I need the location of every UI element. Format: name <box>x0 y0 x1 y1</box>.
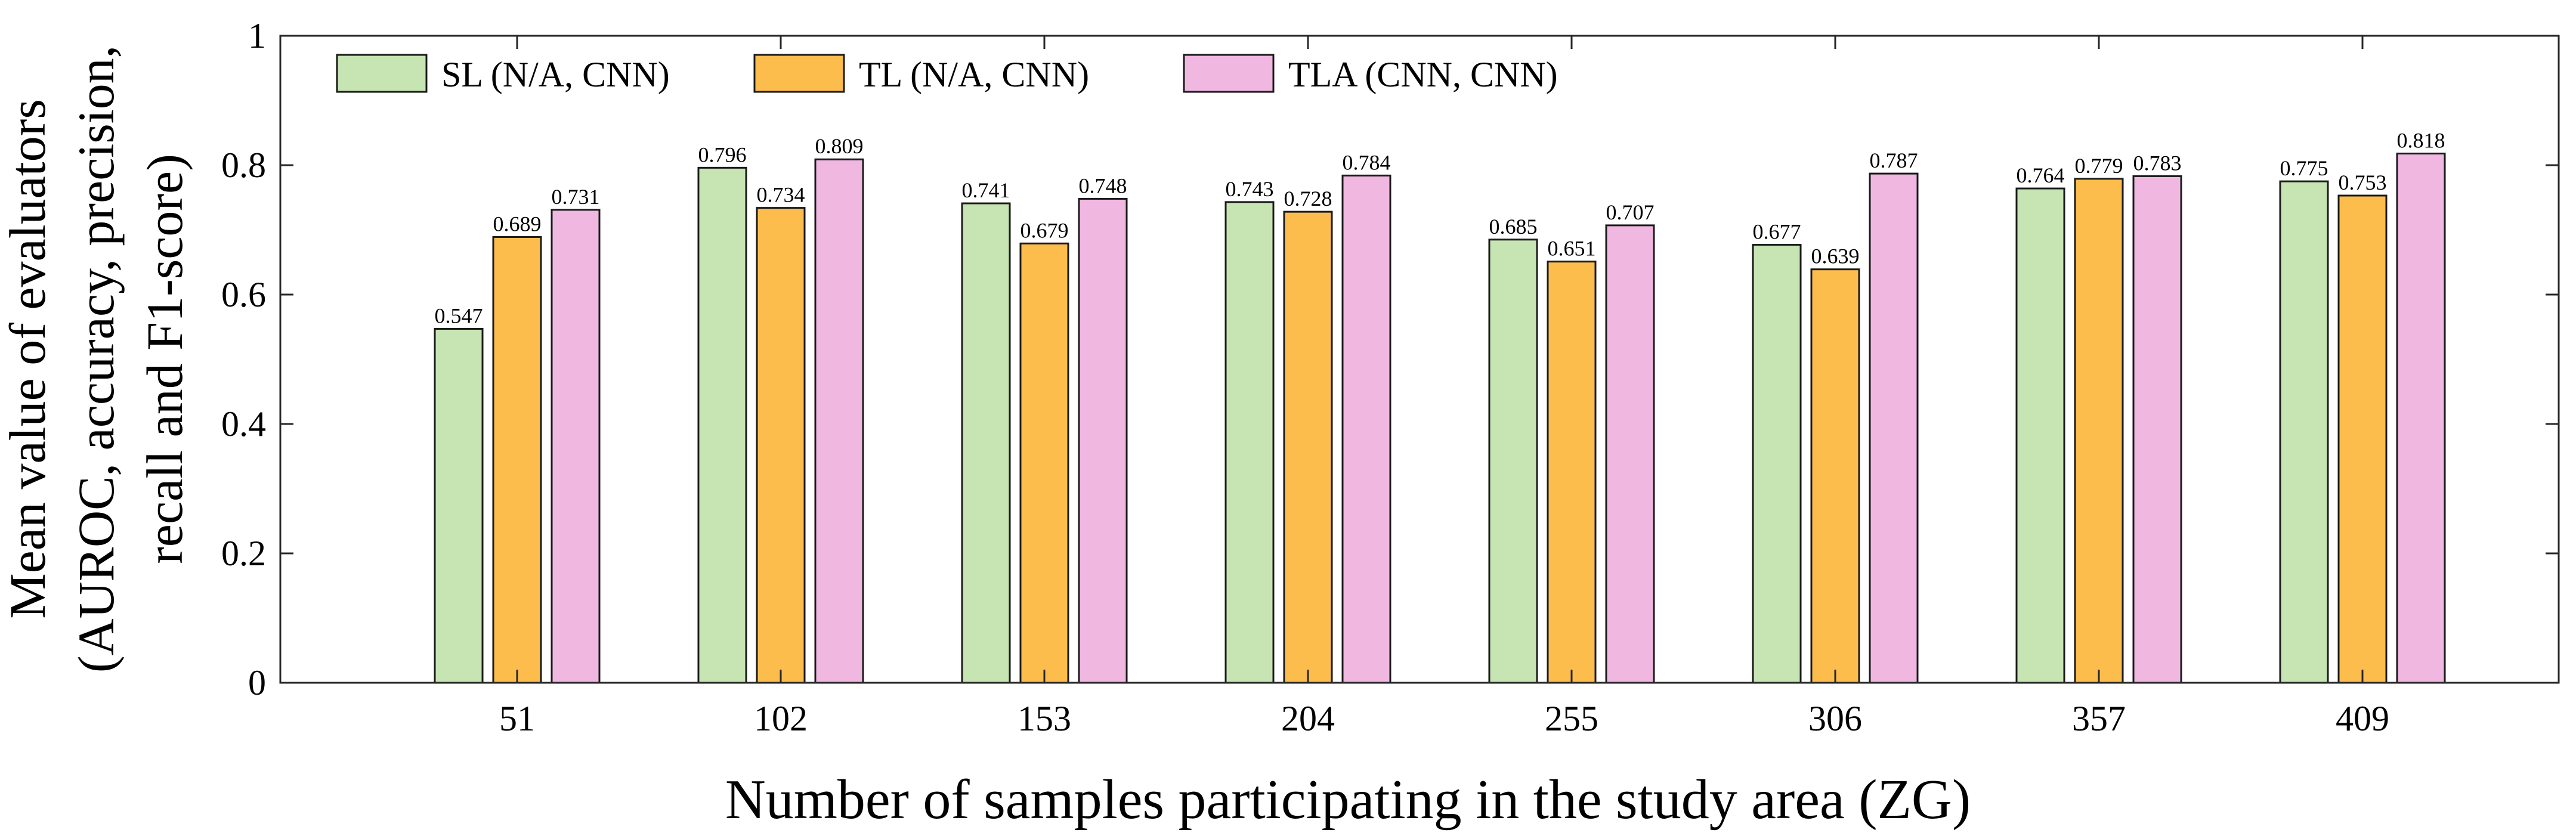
legend: SL (N/A, CNN) TL (N/A, CNN) TLA (CNN, CNN) <box>336 54 1558 94</box>
data-label-series-0-cat-1: 0.796 <box>698 143 747 166</box>
bar-series-1-cat-4 <box>1547 261 1597 684</box>
x-tick-label-6: 357 <box>2072 699 2126 738</box>
data-label-series-2-cat-7: 0.818 <box>2397 128 2445 152</box>
bar-series-1-cat-6 <box>2074 178 2124 684</box>
data-label-series-0-cat-5: 0.677 <box>1753 219 1801 243</box>
data-label-series-1-cat-2: 0.679 <box>1020 218 1069 242</box>
bar-series-0-cat-4 <box>1488 239 1538 684</box>
bar-series-1-cat-2 <box>1019 242 1069 684</box>
x-tick-label-0: 51 <box>499 699 535 738</box>
data-label-series-2-cat-6: 0.783 <box>2133 151 2182 175</box>
data-label-series-1-cat-0: 0.689 <box>493 212 542 236</box>
bar-series-0-cat-1 <box>697 166 747 684</box>
bar-series-1-cat-3 <box>1283 210 1333 684</box>
x-axis-title: Number of samples participating in the s… <box>725 769 1971 831</box>
bar-series-1-cat-5 <box>1810 268 1860 684</box>
bar-series-1-cat-7 <box>2337 194 2388 684</box>
data-label-series-1-cat-6: 0.779 <box>2075 154 2123 178</box>
x-tick-label-1: 102 <box>754 699 808 738</box>
bar-series-2-cat-5 <box>1869 172 1919 684</box>
legend-swatch-1 <box>753 54 845 93</box>
bar-series-0-cat-0 <box>434 328 484 684</box>
y-tick-label-0: 0 <box>248 663 266 702</box>
ticks-layer: 0 0.2 0.4 0.6 0.8 1 51 102 153 204 255 306 357 409 <box>221 16 2559 738</box>
bars-layer <box>434 152 2446 684</box>
bar-series-2-cat-3 <box>1341 174 1391 684</box>
data-label-series-2-cat-2: 0.748 <box>1079 174 1127 197</box>
bar-series-2-cat-7 <box>2396 152 2446 684</box>
bar-series-2-cat-0 <box>551 209 601 684</box>
data-label-series-1-cat-1: 0.734 <box>757 183 805 207</box>
data-label-series-1-cat-5: 0.639 <box>1811 244 1860 268</box>
bar-series-2-cat-2 <box>1078 197 1128 684</box>
bar-series-2-cat-1 <box>814 158 864 684</box>
data-label-series-0-cat-2: 0.741 <box>962 178 1010 202</box>
legend-swatch-2 <box>1183 54 1275 93</box>
data-label-series-0-cat-7: 0.775 <box>2280 156 2328 180</box>
data-label-series-1-cat-3: 0.728 <box>1284 187 1332 210</box>
y-axis-title: Mean value of evaluators (AUROC, accuracy… <box>0 45 193 673</box>
y-tick-label-5: 1 <box>248 16 266 55</box>
y-tick-label-1: 0.2 <box>221 534 266 573</box>
axes-layer <box>279 35 2560 684</box>
legend-swatch-0 <box>336 54 428 93</box>
legend-label-1: TL (N/A, CNN) <box>859 55 1089 94</box>
bar-series-0-cat-7 <box>2279 180 2329 684</box>
data-label-series-0-cat-0: 0.547 <box>435 304 483 328</box>
y-tick-label-2: 0.4 <box>221 404 266 444</box>
data-label-series-1-cat-4: 0.651 <box>1548 237 1596 261</box>
data-label-series-2-cat-3: 0.784 <box>1343 150 1391 174</box>
legend-label-2: TLA (CNN, CNN) <box>1288 55 1558 94</box>
data-label-series-2-cat-5: 0.787 <box>1870 148 1918 172</box>
data-label-series-0-cat-4: 0.685 <box>1489 215 1538 239</box>
bar-series-0-cat-5 <box>1752 243 1802 684</box>
bar-series-0-cat-3 <box>1224 201 1275 684</box>
y-tick-label-3: 0.6 <box>221 275 266 314</box>
x-tick-label-4: 255 <box>1545 699 1598 738</box>
bar-series-2-cat-6 <box>2132 175 2182 684</box>
y-axis-title-line-2: recall and F1-score) <box>136 154 193 564</box>
data-label-series-2-cat-0: 0.731 <box>552 185 600 209</box>
x-tick-label-5: 306 <box>1808 699 1862 738</box>
data-label-series-0-cat-3: 0.743 <box>1226 177 1274 201</box>
data-labels-layer: 0.547 0.796 0.741 0.743 0.685 0.677 0.764 0.775… <box>435 128 2445 327</box>
y-axis-title-line-0: Mean value of evaluators <box>0 99 56 619</box>
bar-series-1-cat-0 <box>492 236 542 684</box>
y-tick-label-4: 0.8 <box>221 145 266 185</box>
x-tick-label-7: 409 <box>2336 699 2389 738</box>
data-label-series-2-cat-4: 0.707 <box>1606 200 1655 224</box>
data-label-series-0-cat-6: 0.764 <box>2017 163 2065 187</box>
x-tick-label-2: 153 <box>1018 699 1071 738</box>
plot-frame <box>279 35 2560 684</box>
bar-series-2-cat-4 <box>1605 224 1655 684</box>
legend-label-0: SL (N/A, CNN) <box>441 55 670 94</box>
bar-series-0-cat-2 <box>961 202 1011 684</box>
data-label-series-1-cat-7: 0.753 <box>2339 171 2387 194</box>
bar-series-1-cat-1 <box>756 207 806 684</box>
y-axis-title-line-1: (AUROC, accuracy, precision, <box>67 45 125 673</box>
x-tick-label-3: 204 <box>1281 699 1335 738</box>
bar-series-0-cat-6 <box>2015 187 2065 684</box>
data-label-series-2-cat-1: 0.809 <box>815 134 864 158</box>
